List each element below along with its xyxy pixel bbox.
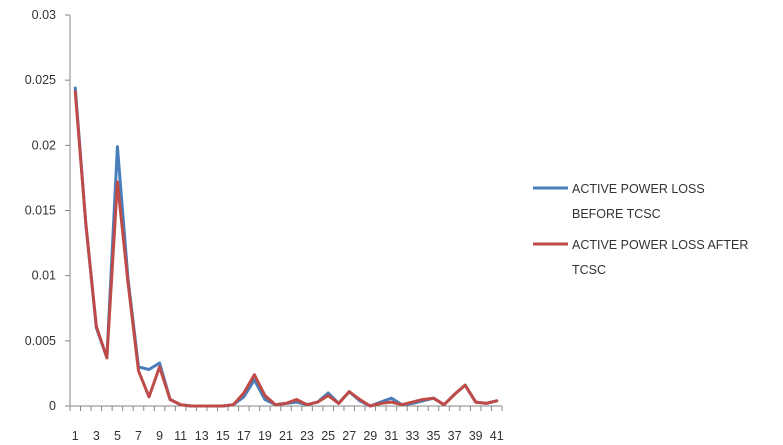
data-point <box>369 404 372 408</box>
data-point <box>295 398 298 401</box>
data-point <box>421 398 425 401</box>
x-tick-label: 25 <box>321 429 335 443</box>
x-tick-label: 37 <box>448 429 462 443</box>
data-point <box>326 394 330 397</box>
x-tick-label: 23 <box>300 429 314 443</box>
y-tick-label: 0.03 <box>32 8 56 22</box>
series-line-1 <box>73 90 499 408</box>
y-tick-label: 0.015 <box>25 204 56 218</box>
data-point <box>263 398 267 401</box>
x-tick-label: 21 <box>279 429 293 443</box>
data-point <box>348 390 351 393</box>
data-point <box>305 403 309 406</box>
y-tick-label: 0.005 <box>25 334 56 348</box>
data-point <box>74 86 77 90</box>
data-point <box>284 402 288 405</box>
legend: ACTIVE POWER LOSS BEFORE TCSC ACTIVE POW… <box>533 182 748 277</box>
data-point <box>147 368 151 371</box>
y-tick-label: 0.01 <box>32 269 56 283</box>
x-tick-label: 7 <box>135 429 142 443</box>
x-tick-label: 11 <box>174 429 187 443</box>
data-point <box>232 403 235 406</box>
data-point <box>158 361 161 365</box>
data-point <box>263 394 267 397</box>
legend-label-after-line1: ACTIVE POWER LOSS AFTER <box>572 238 748 252</box>
legend-label-after-line2: TCSC <box>572 263 606 277</box>
data-point <box>253 373 256 376</box>
data-point <box>242 391 246 395</box>
x-tick-label: 41 <box>490 429 504 443</box>
data-point <box>358 398 361 401</box>
y-tick-label: 0.02 <box>32 138 56 152</box>
data-point <box>390 396 393 400</box>
data-point <box>379 402 383 405</box>
y-tick-label: 0 <box>49 399 56 413</box>
x-tick-label: 29 <box>363 429 377 443</box>
data-point <box>432 396 435 400</box>
data-point <box>390 400 393 404</box>
data-point <box>211 404 214 408</box>
data-point <box>474 400 477 404</box>
data-point <box>189 404 193 408</box>
data-point <box>168 398 172 401</box>
data-point <box>95 325 98 328</box>
x-tick-label: 31 <box>384 429 398 443</box>
data-point <box>105 356 109 359</box>
data-point <box>495 399 498 402</box>
x-tick-label: 19 <box>258 429 272 443</box>
data-point <box>137 369 140 373</box>
data-point <box>116 180 119 184</box>
x-tick-label: 5 <box>114 429 121 443</box>
data-point <box>200 404 203 408</box>
data-point <box>84 222 88 225</box>
data-point <box>326 391 330 395</box>
series-1 <box>73 90 499 408</box>
x-tick-label: 33 <box>405 429 419 443</box>
data-point <box>158 365 161 369</box>
data-point <box>442 403 446 406</box>
data-point <box>411 400 414 404</box>
series-layer <box>73 86 499 408</box>
data-point <box>147 395 151 399</box>
y-tick-label: 0.025 <box>25 73 56 87</box>
data-point <box>274 403 277 406</box>
x-tick-label: 3 <box>93 429 100 443</box>
data-point <box>400 403 404 406</box>
x-tick-label: 27 <box>342 429 356 443</box>
data-point <box>253 378 256 382</box>
data-point <box>484 402 488 405</box>
x-axis: 1 3 5 7 9 11 13 15 17 19 21 23 25 27 29 31 33 35 37 39 41 <box>69 405 504 443</box>
data-point <box>463 383 467 387</box>
legend-item-before: ACTIVE POWER LOSS BEFORE TCSC <box>533 182 705 221</box>
legend-label-before-line2: BEFORE TCSC <box>572 207 661 221</box>
x-tick-label: 1 <box>72 429 79 443</box>
data-point <box>453 393 456 396</box>
data-point <box>242 395 246 399</box>
data-point <box>221 404 224 408</box>
legend-label-before-line1: ACTIVE POWER LOSS <box>572 182 705 196</box>
data-point <box>337 402 340 405</box>
data-point <box>295 400 298 404</box>
data-point <box>74 90 77 94</box>
x-tick-label: 39 <box>469 429 483 443</box>
x-tick-label: 13 <box>195 429 209 443</box>
data-point <box>316 400 319 404</box>
legend-item-after: ACTIVE POWER LOSS AFTER TCSC <box>533 238 748 277</box>
x-tick-label: 9 <box>156 429 163 443</box>
x-tick-label: 15 <box>216 429 230 443</box>
x-tick-label: 17 <box>237 429 251 443</box>
y-axis: 0 0.005 0.01 0.015 0.02 0.025 0.03 <box>25 8 71 413</box>
data-point <box>179 403 182 406</box>
data-point <box>126 280 130 284</box>
data-point <box>116 145 119 148</box>
x-tick-label: 35 <box>427 429 441 443</box>
